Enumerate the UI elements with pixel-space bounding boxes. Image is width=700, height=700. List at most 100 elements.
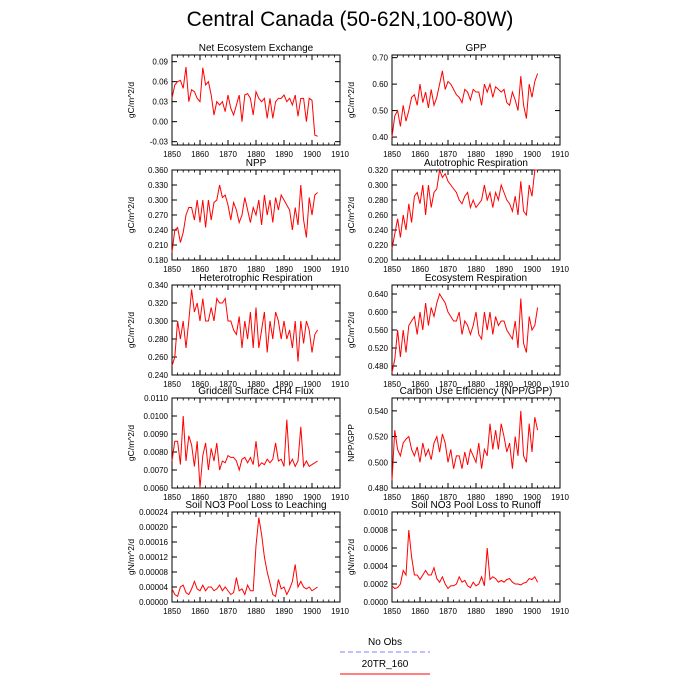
panel-6: Ecosystem Respiration 1850 1860 1870 1880 189…	[346, 273, 569, 389]
x-tick-label: 1860	[411, 493, 429, 502]
x-tick-label: 1910	[331, 150, 349, 159]
y-tick-label: 0.0100	[144, 412, 169, 421]
y-axis-label: gC/m^2/d	[126, 425, 136, 461]
x-tick-label: 1900	[523, 607, 541, 616]
x-tick-label: 1860	[411, 380, 429, 389]
y-tick-label: 0.520	[368, 433, 389, 442]
plot-frame	[391, 169, 561, 261]
x-tick-label: 1860	[411, 265, 429, 274]
series-line-20tr-160	[391, 292, 539, 373]
panel-10: Soil NO3 Pool Loss to Runoff 1850 1860 1870…	[346, 500, 569, 616]
y-tick-label: 0.0080	[144, 448, 169, 457]
x-tick-label: 1880	[467, 380, 485, 389]
x-tick-label: 1890	[275, 607, 293, 616]
panel-title: Carbon Use Efficiency (NPP/GPP)	[400, 386, 553, 397]
y-tick-label: 0.480	[368, 484, 389, 493]
plot-frame	[171, 284, 341, 376]
x-tick-label: 1900	[303, 265, 321, 274]
x-tick-label: 1880	[247, 607, 265, 616]
x-tick-label: 1850	[163, 493, 181, 502]
y-tick-label: 0.540	[368, 407, 389, 416]
x-tick-label: 1880	[467, 607, 485, 616]
x-tick-label: 1890	[275, 265, 293, 274]
y-tick-label: 0.280	[368, 196, 389, 205]
panel-title: Autotrophic Respiration	[424, 158, 528, 169]
y-tick-label: 0.00000	[139, 598, 168, 607]
panel-title: Heterotrophic Respiration	[199, 273, 312, 284]
x-tick-label: 1880	[467, 265, 485, 274]
x-tick-label: 1850	[383, 493, 401, 502]
panel-title: Net Ecosystem Exchange	[199, 43, 314, 54]
x-tick-label: 1890	[495, 380, 513, 389]
x-tick-label: 1900	[303, 493, 321, 502]
y-tick-label: 0.00004	[139, 583, 168, 592]
panel-title: GPP	[465, 43, 486, 54]
y-tick-label: 0.560	[368, 326, 389, 335]
y-tick-label: 0.06	[152, 78, 168, 87]
x-tick-label: 1860	[191, 380, 209, 389]
x-tick-label: 1890	[495, 493, 513, 502]
page-title: Central Canada (50-62N,100-80W)	[186, 8, 514, 31]
y-tick-label: 0.50	[372, 107, 388, 116]
x-tick-label: 1870	[439, 265, 457, 274]
y-tick-label: 0.500	[368, 458, 389, 467]
y-tick-label: 0.260	[148, 353, 169, 362]
x-tick-label: 1880	[467, 493, 485, 502]
y-tick-label: 0.270	[148, 211, 169, 220]
x-tick-label: 1890	[495, 265, 513, 274]
x-tick-label: 1860	[191, 265, 209, 274]
y-axis-label: gC/m^2/d	[126, 312, 136, 348]
x-tick-label: 1910	[551, 493, 569, 502]
y-axis-label: gC/m^2/d	[346, 312, 356, 348]
panel-title: Ecosystem Respiration	[425, 273, 527, 284]
y-tick-label: 0.240	[368, 226, 389, 235]
y-tick-label: 0.360	[148, 166, 169, 175]
x-tick-label: 1900	[303, 380, 321, 389]
x-tick-label: 1900	[303, 607, 321, 616]
y-tick-label: 0.320	[148, 299, 169, 308]
x-tick-label: 1880	[247, 493, 265, 502]
x-tick-label: 1850	[163, 265, 181, 274]
x-tick-label: 1910	[331, 493, 349, 502]
y-tick-label: 0.0090	[144, 430, 169, 439]
plot-frame	[391, 397, 561, 489]
x-tick-label: 1900	[523, 493, 541, 502]
series-line-20tr-160	[391, 529, 539, 590]
y-tick-label: 0.70	[372, 54, 388, 63]
y-tick-label: 0.300	[148, 196, 169, 205]
x-tick-label: 1900	[523, 265, 541, 274]
panel-2: GPP 1850 1860 1870 1880 1890 1900 1910 0.40 0.50 0…	[346, 43, 569, 159]
series-line-20tr-160	[171, 415, 318, 489]
y-tick-label: 0.40	[372, 133, 388, 142]
panel-title: Soil NO3 Pool Loss to Leaching	[185, 500, 326, 511]
y-tick-label: 0.0070	[144, 466, 169, 475]
x-tick-label: 1870	[439, 380, 457, 389]
y-tick-label: 0.200	[368, 256, 389, 265]
y-axis-label: gC/m^2/d	[126, 82, 136, 118]
y-tick-label: 0.00012	[139, 553, 168, 562]
x-tick-label: 1870	[439, 493, 457, 502]
panel-8: Carbon Use Efficiency (NPP/GPP) 1850 1860 1…	[346, 386, 569, 502]
y-tick-label: 0.00	[152, 118, 168, 127]
y-tick-label: 0.320	[368, 166, 389, 175]
y-axis-label: gC/m^2/d	[346, 82, 356, 118]
panel-1: Net Ecosystem Exchange 1850 1860 1870 1880 18…	[126, 43, 349, 159]
panel-4: Autotrophic Respiration 1850 1860 1870 1880 1…	[346, 158, 569, 274]
panel-title: NPP	[246, 158, 267, 169]
x-tick-label: 1870	[219, 607, 237, 616]
y-tick-label: 0.03	[152, 98, 168, 107]
series-line-20tr-160	[171, 289, 319, 367]
y-tick-label: 0.0010	[364, 508, 389, 517]
y-tick-label: 0.0002	[364, 580, 389, 589]
x-tick-label: 1880	[247, 265, 265, 274]
x-tick-label: 1850	[163, 380, 181, 389]
x-tick-label: 1890	[495, 150, 513, 159]
x-tick-label: 1910	[331, 380, 349, 389]
y-axis-label: NPP/GPP	[346, 424, 356, 462]
y-tick-label: 0.240	[148, 226, 169, 235]
y-tick-label: 0.60	[372, 80, 388, 89]
legend-label-obs: No Obs	[368, 637, 402, 648]
x-tick-label: 1850	[163, 607, 181, 616]
x-tick-label: 1890	[275, 493, 293, 502]
